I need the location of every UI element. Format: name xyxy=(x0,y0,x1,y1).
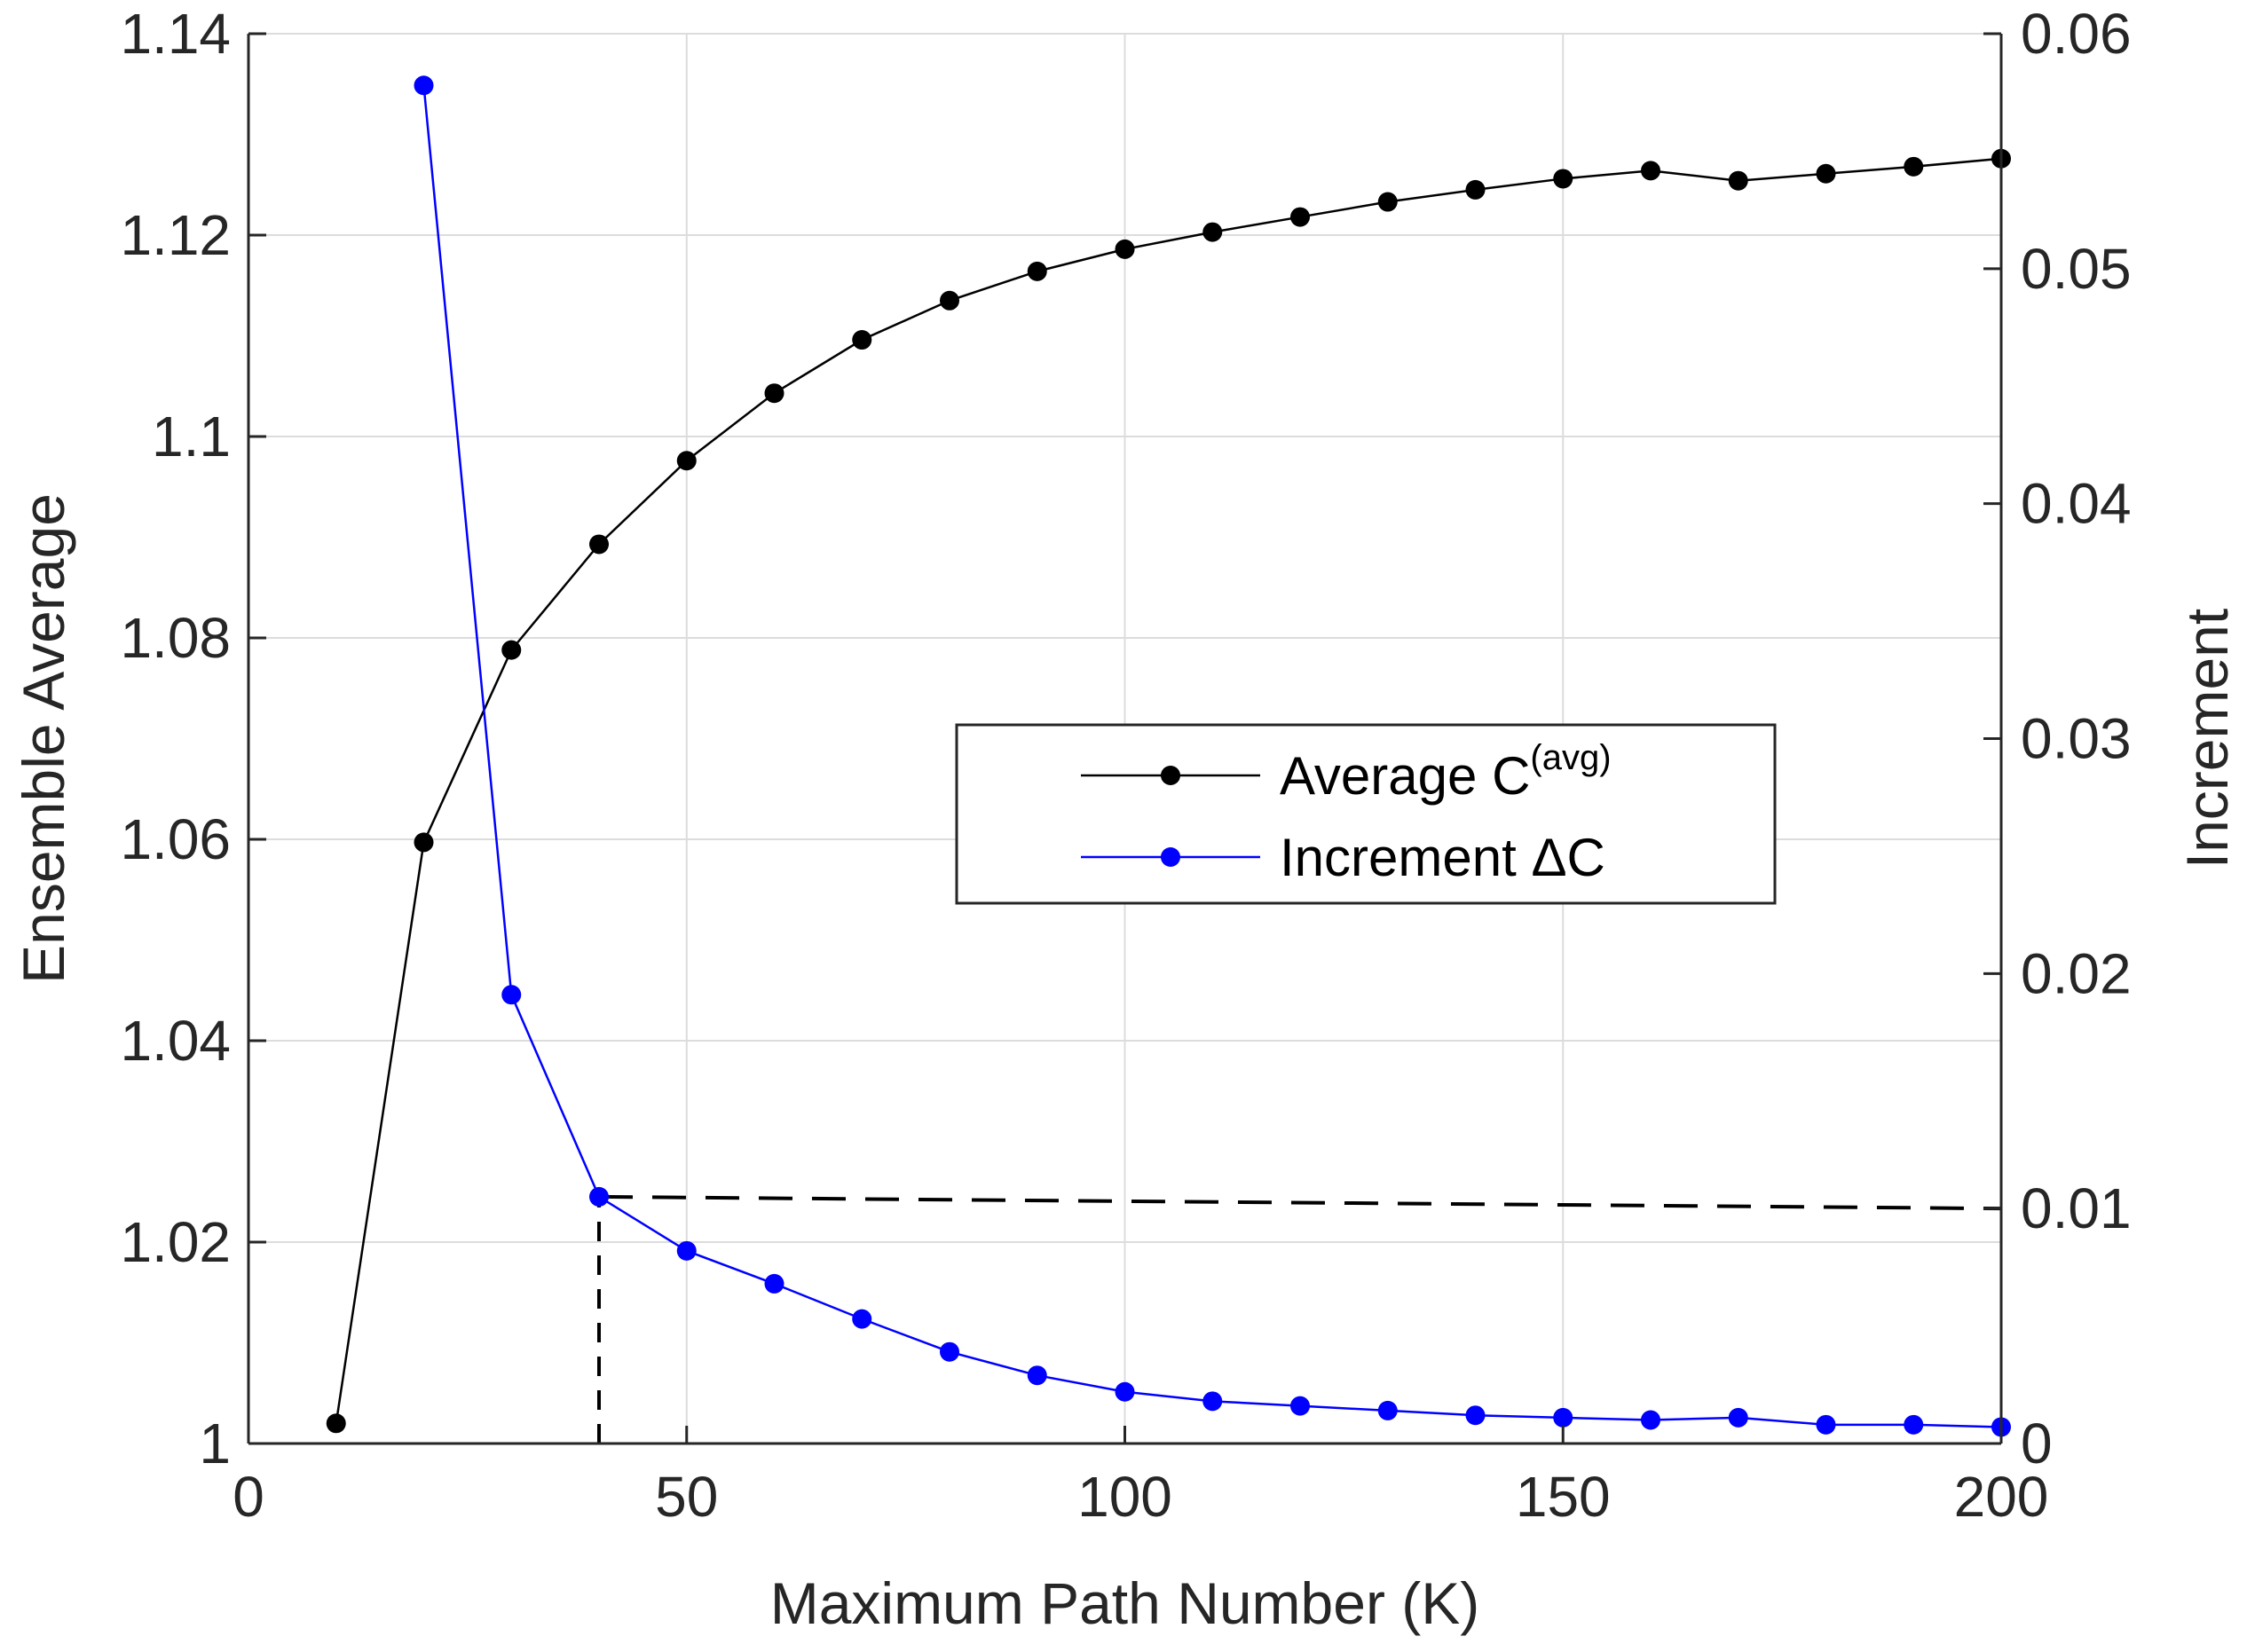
data-point xyxy=(1553,1407,1573,1428)
left-y-tick-label: 1 xyxy=(199,1412,231,1475)
left-y-tick-label: 1.04 xyxy=(120,1009,231,1073)
legend-label-increment: Increment ΔC xyxy=(1280,828,1605,887)
data-point xyxy=(501,640,522,660)
data-point xyxy=(1904,156,1924,177)
data-point xyxy=(1027,261,1047,281)
data-point xyxy=(589,1186,609,1207)
x-tick-label: 100 xyxy=(1077,1465,1172,1529)
axes xyxy=(247,32,2003,1445)
data-point xyxy=(326,1413,346,1434)
legend-marker-increment xyxy=(1161,847,1180,867)
data-point xyxy=(1377,192,1398,212)
data-point xyxy=(1115,1381,1135,1402)
x-tick-label: 0 xyxy=(233,1465,264,1529)
tick-labels: 0 50 100 150 200 1 1.02 1.04 1.06 1.08 1.1 1.12 1.14… xyxy=(120,2,2131,1529)
data-point xyxy=(852,1309,872,1329)
legend-box xyxy=(955,723,1777,905)
data-point xyxy=(676,1240,697,1261)
data-point xyxy=(1728,170,1748,191)
data-point xyxy=(1553,169,1573,189)
data-point xyxy=(414,75,434,96)
series-line xyxy=(335,157,2002,1424)
data-point xyxy=(1115,239,1135,259)
right-y-tick-label: 0.02 xyxy=(2021,941,2132,1005)
data-point xyxy=(1202,222,1223,242)
data-point xyxy=(764,1273,784,1294)
series-average xyxy=(326,148,2011,1434)
data-point xyxy=(1728,1407,1748,1428)
data-point xyxy=(1816,163,1836,184)
x-tick-label: 150 xyxy=(1516,1465,1611,1529)
data-point xyxy=(1377,1400,1398,1420)
series-layer xyxy=(326,75,2011,1437)
data-point xyxy=(1816,1414,1836,1435)
data-point xyxy=(1641,1410,1660,1430)
data-point xyxy=(940,1341,959,1362)
data-point xyxy=(1465,1405,1486,1426)
right-y-tick-label: 0.04 xyxy=(2021,472,2132,536)
x-axis-title: Maximum Path Number (K) xyxy=(770,1570,1480,1636)
data-point xyxy=(1202,1391,1223,1412)
legend-marker-average xyxy=(1161,766,1180,785)
data-point xyxy=(1641,161,1660,181)
data-point xyxy=(852,330,872,350)
legend-label-average-main: Average C xyxy=(1280,746,1530,806)
right-y-tick-label: 0.06 xyxy=(2021,2,2132,66)
left-y-tick-label: 1.14 xyxy=(120,2,231,66)
data-point xyxy=(1904,1414,1924,1435)
data-point xyxy=(1465,179,1486,200)
data-point xyxy=(1290,207,1310,227)
data-point xyxy=(1027,1365,1047,1386)
left-y-tick-label: 1.02 xyxy=(120,1210,231,1274)
left-y-axis-title: Ensemble Average xyxy=(11,493,76,984)
right-y-axis-title: Increment xyxy=(2174,609,2240,869)
left-y-tick-label: 1.08 xyxy=(120,606,231,670)
left-y-tick-label: 1.12 xyxy=(120,203,231,267)
right-y-tick-label: 0 xyxy=(2021,1412,2053,1475)
right-y-tick-label: 0.05 xyxy=(2021,237,2132,301)
legend-label-average-sup: (avg) xyxy=(1530,738,1611,777)
data-point xyxy=(414,832,434,853)
x-tick-label: 50 xyxy=(655,1465,718,1529)
right-y-tick-label: 0.03 xyxy=(2021,707,2132,771)
data-point xyxy=(940,290,959,311)
data-point xyxy=(589,534,609,555)
right-y-tick-label: 0.01 xyxy=(2021,1176,2132,1240)
legend: Average C(avg) Increment ΔC xyxy=(955,723,1777,905)
data-point xyxy=(1290,1396,1310,1416)
series-increment xyxy=(414,75,2011,1437)
data-point xyxy=(501,985,522,1005)
annotations xyxy=(597,1194,2002,1444)
x-tick-label: 200 xyxy=(1954,1465,2049,1529)
left-y-tick-label: 1.06 xyxy=(120,807,231,871)
legend-label-average: Average C(avg) xyxy=(1280,738,1612,806)
annotation-dashed-horizontal xyxy=(598,1194,2002,1211)
left-y-tick-label: 1.1 xyxy=(152,405,231,468)
data-point xyxy=(764,383,784,404)
data-point xyxy=(676,451,697,471)
